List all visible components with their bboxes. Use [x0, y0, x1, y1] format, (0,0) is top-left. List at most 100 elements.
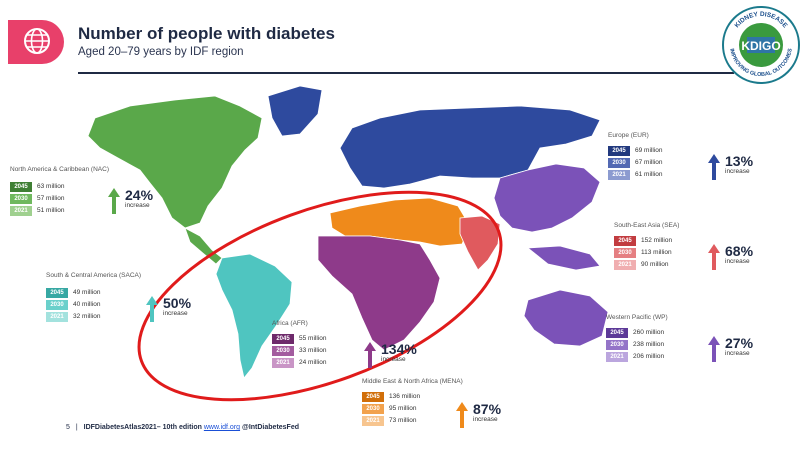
value-label: 73 million	[389, 417, 417, 424]
logo-text-center: KDIGO	[741, 39, 780, 53]
legend-mena: Middle East & North Africa (MENA) 2045 13…	[362, 378, 463, 427]
year-label: 2030	[614, 248, 636, 258]
social-handle: @IntDiabetesFed	[242, 424, 300, 431]
value-label: 113 million	[641, 249, 672, 256]
legend-row: 2030 113 million	[614, 247, 679, 259]
value-label: 49 million	[73, 289, 101, 296]
value-label: 51 million	[37, 207, 65, 214]
map-south-east-asia	[459, 215, 501, 271]
stat-nac: 24% increase	[108, 188, 153, 214]
map-south-america	[215, 253, 293, 379]
legend-row: 2030 40 million	[46, 299, 141, 311]
year-label: 2045	[362, 392, 384, 402]
year-label: 2021	[362, 416, 384, 426]
year-label: 2021	[272, 358, 294, 368]
year-label: 2021	[608, 170, 630, 180]
legend-eur: Europe (EUR) 2045 69 million 2030 67 milli…	[608, 132, 662, 181]
year-label: 2021	[606, 352, 628, 362]
legend-row: 2021 73 million	[362, 415, 463, 427]
year-label: 2030	[272, 346, 294, 356]
percent-wp: 27%	[725, 335, 754, 351]
year-label: 2045	[606, 328, 628, 338]
legend-row: 2030 33 million	[272, 345, 326, 357]
year-label: 2030	[606, 340, 628, 350]
map-africa	[317, 235, 441, 351]
legend-sea: South-East Asia (SEA) 2045 152 million 20…	[614, 222, 679, 271]
map-greenland	[267, 85, 323, 137]
legend-row: 2021 206 million	[606, 351, 668, 363]
stat-saca: 50% increase	[146, 296, 191, 322]
page-subtitle: Aged 20–79 years by IDF region	[78, 46, 244, 58]
value-label: 69 million	[635, 147, 663, 154]
year-label: 2045	[608, 146, 630, 156]
map-europe	[339, 105, 601, 189]
increase-label: increase	[381, 356, 406, 363]
map-western-pacific	[493, 163, 601, 233]
percent-nac: 24%	[125, 187, 154, 203]
map-se-asia-islands	[526, 245, 601, 271]
page-number: 5	[66, 424, 70, 431]
year-label: 2030	[608, 158, 630, 168]
map-australia	[523, 289, 609, 347]
legend-row: 2045 136 million	[362, 391, 463, 403]
legend-row: 2045 63 million	[10, 181, 109, 193]
region-title-saca: South & Central America (SACA)	[46, 272, 142, 279]
value-label: 152 million	[641, 237, 673, 244]
year-label: 2045	[272, 334, 294, 344]
year-label: 2045	[10, 182, 32, 192]
stat-sea: 68% increase	[708, 244, 753, 270]
legend-row: 2045 49 million	[46, 287, 141, 299]
highlight-ellipse	[137, 190, 503, 402]
legend-saca: South & Central America (SACA) 2045 49 mi…	[46, 272, 141, 323]
arrow-up-icon	[708, 336, 720, 362]
stat-mena: 87% increase	[456, 402, 501, 428]
region-title-nac: North America & Caribbean (NAC)	[10, 166, 109, 173]
footer-separator: |	[75, 424, 78, 431]
stat-afr: 134% increase	[364, 342, 417, 368]
arrow-up-icon	[146, 296, 158, 322]
legend-row: 2030 67 million	[608, 157, 662, 169]
legend-row: 2045 55 million	[272, 333, 326, 345]
value-label: 238 million	[633, 341, 665, 348]
value-label: 32 million	[73, 313, 101, 320]
legend-afr: Africa (AFR) 2045 55 million 2030 33 milli…	[272, 320, 326, 369]
idf-link[interactable]: www.idf.org	[203, 424, 241, 431]
footer-text: IDFDiabetesAtlas2021– 10th edition	[83, 424, 202, 431]
stat-wp: 27% increase	[708, 336, 753, 362]
legend-row: 2030 57 million	[10, 193, 109, 205]
arrow-up-icon	[708, 244, 720, 270]
year-label: 2030	[362, 404, 384, 414]
increase-label: increase	[725, 350, 750, 357]
region-title-mena: Middle East & North Africa (MENA)	[362, 378, 463, 385]
value-label: 95 million	[389, 405, 417, 412]
value-label: 24 million	[299, 359, 327, 366]
value-label: 90 million	[641, 261, 669, 268]
value-label: 260 million	[633, 329, 665, 336]
value-label: 40 million	[73, 301, 101, 308]
world-map	[87, 85, 609, 402]
legend-row: 2030 238 million	[606, 339, 668, 351]
region-title-wp: Western Pacific (WP)	[606, 314, 668, 321]
year-label: 2045	[614, 236, 636, 246]
arrow-up-icon	[364, 342, 376, 368]
legend-nac: North America & Caribbean (NAC) 2045 63 m…	[10, 166, 109, 217]
legend-row: 2021 51 million	[10, 205, 109, 217]
footer: 5 | IDFDiabetesAtlas2021– 10th edition w…	[66, 424, 299, 431]
legend-row: 2021 32 million	[46, 311, 141, 323]
increase-label: increase	[473, 416, 498, 423]
value-label: 136 million	[389, 393, 421, 400]
percent-mena: 87%	[473, 401, 502, 417]
legend-row: 2030 95 million	[362, 403, 463, 415]
year-label: 2021	[46, 312, 68, 322]
globe-icon	[24, 28, 50, 54]
page-title: Number of people with diabetes	[78, 24, 335, 43]
value-label: 206 million	[633, 353, 665, 360]
legend-row: 2021 24 million	[272, 357, 326, 369]
year-label: 2030	[46, 300, 68, 310]
stat-eur: 13% increase	[708, 154, 753, 180]
increase-label: increase	[725, 168, 750, 175]
map-north-america	[87, 95, 263, 229]
year-label: 2021	[10, 206, 32, 216]
legend-row: 2045 260 million	[606, 327, 668, 339]
title-divider	[78, 72, 734, 74]
